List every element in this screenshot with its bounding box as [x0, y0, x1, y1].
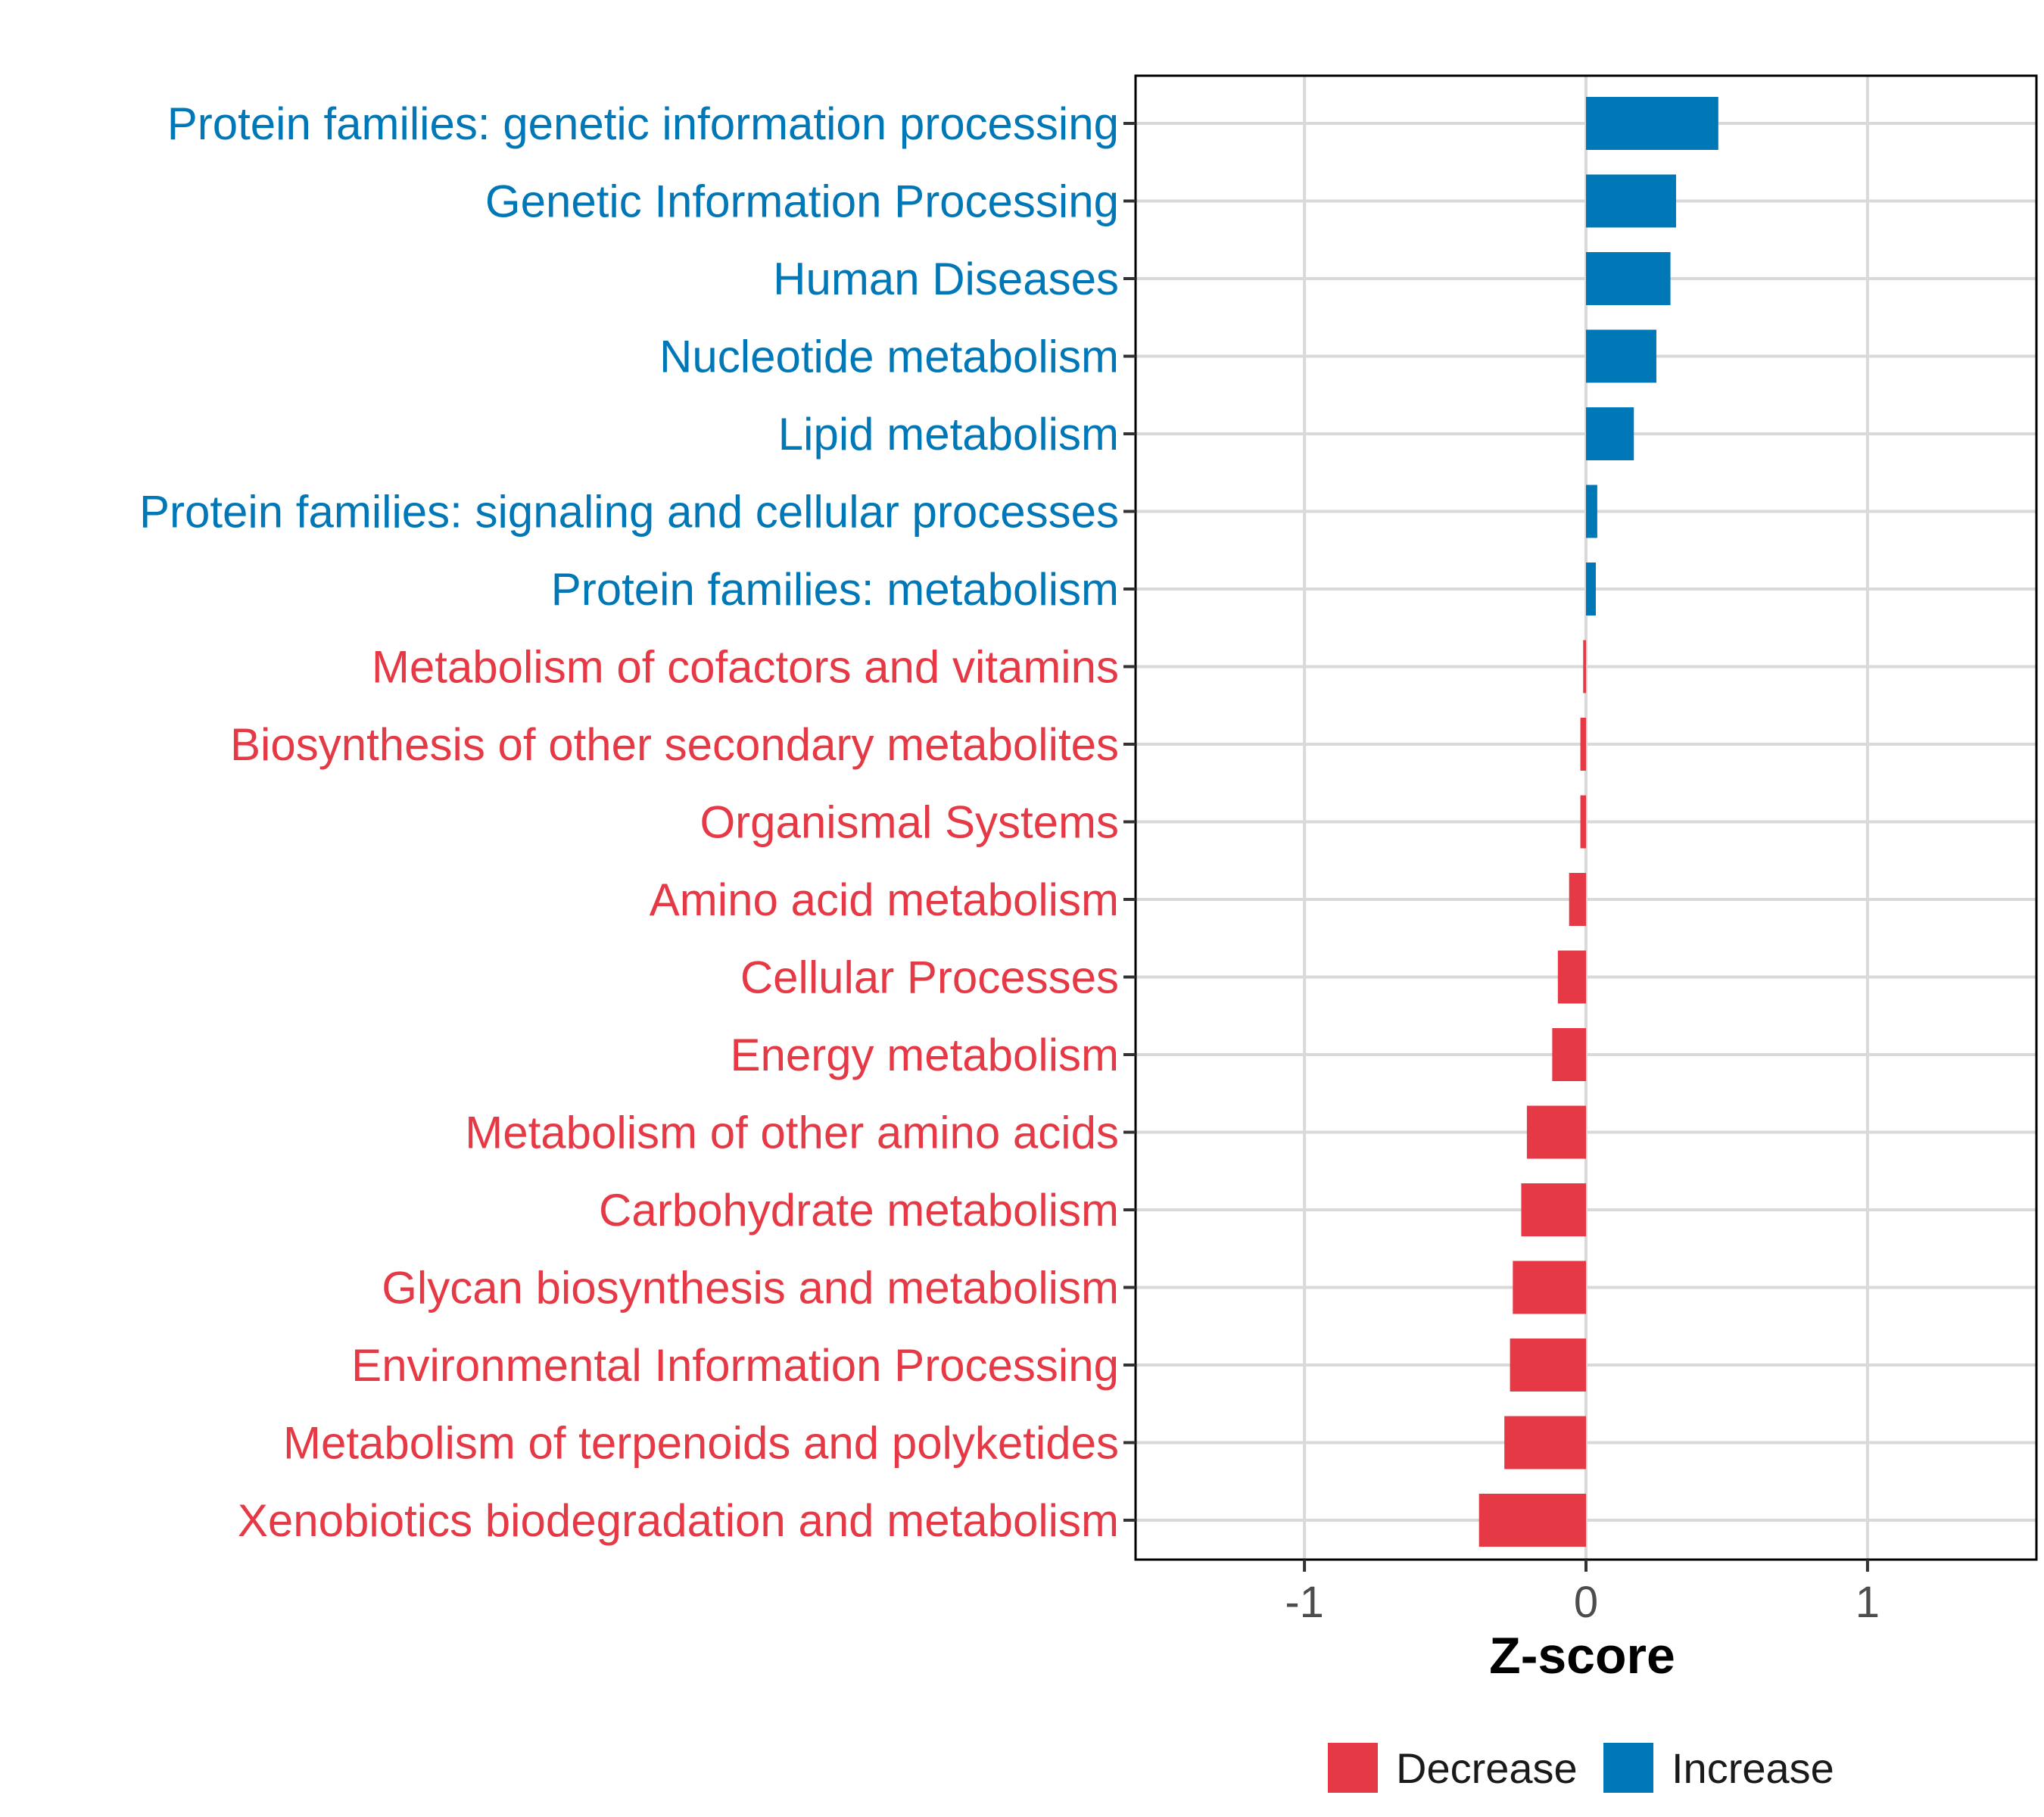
bar — [1526, 1105, 1586, 1159]
category-label: Protein families: signaling and cellular… — [139, 487, 1119, 538]
category-label: Metabolism of other amino acids — [465, 1108, 1119, 1158]
category-label: Lipid metabolism — [778, 409, 1119, 460]
legend-key-increase — [1603, 1743, 1653, 1793]
category-label: Glycan biosynthesis and metabolism — [382, 1263, 1119, 1314]
bar — [1510, 1339, 1586, 1392]
x-tick-label: 1 — [1855, 1578, 1880, 1627]
category-label: Amino acid metabolism — [650, 874, 1119, 925]
bar — [1586, 97, 1718, 150]
bar — [1586, 329, 1656, 383]
legend-key-decrease — [1328, 1743, 1378, 1793]
legend: Decrease Increase — [1328, 1743, 1834, 1793]
category-label: Cellular Processes — [740, 952, 1119, 1003]
category-label: Energy metabolism — [730, 1030, 1119, 1080]
bar — [1586, 252, 1671, 305]
bar — [1586, 485, 1597, 538]
category-label: Environmental Information Processing — [351, 1340, 1119, 1391]
bar — [1586, 563, 1597, 616]
bars — [1478, 97, 1718, 1547]
category-label: Organismal Systems — [700, 797, 1119, 848]
bar — [1513, 1261, 1586, 1314]
bar — [1557, 950, 1586, 1004]
category-label: Genetic Information Processing — [485, 176, 1119, 227]
category-label: Xenobiotics biodegradation and metabolis… — [238, 1495, 1119, 1546]
category-label: Human Diseases — [773, 254, 1119, 304]
category-label: Carbohydrate metabolism — [599, 1185, 1119, 1236]
bar — [1580, 795, 1586, 849]
bar — [1569, 873, 1586, 926]
x-tick-label: -1 — [1285, 1578, 1324, 1627]
bar — [1583, 640, 1586, 693]
bar — [1521, 1183, 1586, 1236]
x-tick-label: 0 — [1574, 1578, 1598, 1627]
category-label: Metabolism of cofactors and vitamins — [372, 642, 1119, 693]
x-axis: -1 0 1 — [1285, 1560, 1880, 1627]
legend-label-decrease: Decrease — [1396, 1744, 1578, 1792]
y-axis: Protein families: genetic information pr… — [139, 98, 1136, 1546]
category-label: Nucleotide metabolism — [659, 332, 1119, 382]
bar — [1586, 174, 1676, 228]
x-axis-title: Z-score — [1489, 1627, 1675, 1685]
bar — [1580, 718, 1586, 771]
bar — [1504, 1416, 1586, 1469]
category-label: Protein families: genetic information pr… — [167, 98, 1119, 149]
bar — [1552, 1028, 1586, 1081]
category-label: Protein families: metabolism — [551, 564, 1119, 615]
category-label: Metabolism of terpenoids and polyketides — [283, 1418, 1119, 1469]
bar — [1586, 407, 1634, 460]
legend-label-increase: Increase — [1672, 1744, 1834, 1792]
category-label: Biosynthesis of other secondary metaboli… — [230, 719, 1119, 770]
bar — [1478, 1494, 1586, 1547]
